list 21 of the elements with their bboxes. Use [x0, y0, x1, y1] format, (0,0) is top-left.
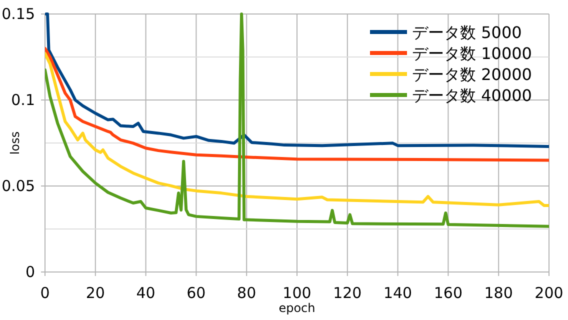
x-tick-label: 180 — [484, 284, 513, 302]
x-tick-label: 160 — [434, 284, 463, 302]
y-tick-label: 0.1 — [11, 91, 35, 109]
x-tick-label: 140 — [383, 284, 412, 302]
x-tick-label: 60 — [186, 284, 206, 302]
x-tick-label: 100 — [282, 284, 312, 302]
y-axis-title: loss — [8, 131, 22, 155]
legend-label: データ数 20000 — [412, 65, 532, 84]
x-axis-title: epoch — [278, 301, 316, 315]
y-tick-label: 0 — [25, 263, 35, 281]
x-tick-label: 80 — [237, 284, 256, 302]
x-tick-label: 120 — [333, 284, 362, 302]
legend-label: データ数 5000 — [412, 23, 522, 42]
x-tick-label: 20 — [86, 284, 105, 302]
legend-label: データ数 10000 — [412, 44, 532, 63]
x-tick-label: 40 — [136, 284, 156, 302]
y-tick-label: 0.15 — [2, 5, 35, 23]
y-tick-label: 0.05 — [2, 177, 35, 195]
x-tick-label: 0 — [40, 284, 50, 302]
x-tick-label: 200 — [534, 284, 564, 302]
legend-label: データ数 40000 — [412, 86, 532, 105]
